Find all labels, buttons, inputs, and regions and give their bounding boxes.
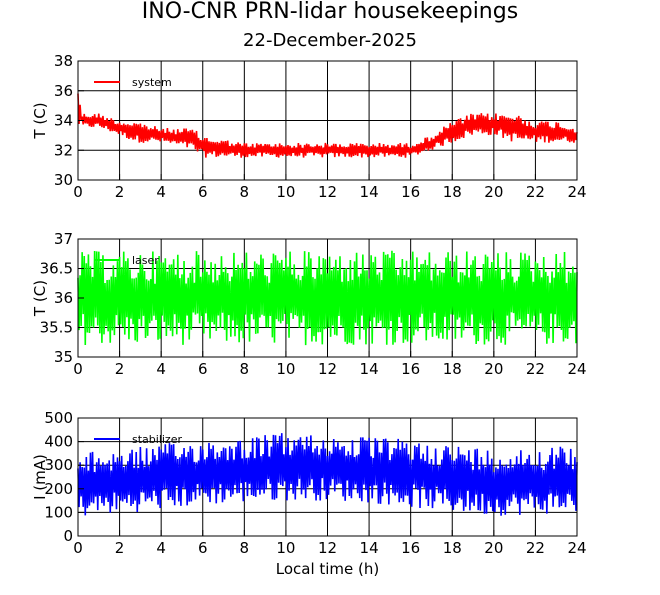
tick-label-x: 16: [401, 539, 420, 557]
tick-label-x: 4: [156, 360, 166, 378]
tick-label-x: 10: [276, 360, 295, 378]
tick-label-x: 4: [156, 539, 166, 557]
tick-label-x: 14: [360, 539, 379, 557]
tick-label-x: 8: [240, 183, 250, 201]
tick-label-y: 0: [63, 527, 73, 545]
tick-label-x: 0: [73, 539, 83, 557]
chart-title: INO-CNR PRN-lidar housekeepings: [141, 0, 519, 24]
tick-label-x: 4: [156, 183, 166, 201]
tick-label-y: 500: [44, 409, 73, 427]
legend-label: system: [132, 76, 172, 89]
tick-label-y: 200: [44, 480, 73, 498]
tick-label-x: 16: [401, 360, 420, 378]
tick-label-x: 16: [401, 183, 420, 201]
tick-label-x: 24: [567, 360, 586, 378]
tick-label-y: 36.5: [40, 260, 73, 278]
tick-label-x: 0: [73, 360, 83, 378]
tick-label-y: 400: [44, 433, 73, 451]
tick-label-x: 18: [443, 360, 462, 378]
tick-label-x: 20: [484, 539, 503, 557]
series-line-stabilizer: [77, 433, 578, 516]
tick-label-x: 14: [360, 360, 379, 378]
tick-label-y: 35: [54, 348, 73, 366]
tick-label-x: 2: [115, 183, 125, 201]
tick-label-y: 32: [54, 141, 73, 159]
tick-label-x: 8: [240, 539, 250, 557]
series-line-system: [77, 93, 578, 158]
tick-label-x: 2: [115, 539, 125, 557]
tick-label-x: 12: [318, 360, 337, 378]
tick-label-x: 12: [318, 539, 337, 557]
tick-label-x: 10: [276, 539, 295, 557]
tick-label-x: 22: [526, 539, 545, 557]
tick-label-y: 38: [54, 52, 73, 70]
tick-label-x: 8: [240, 360, 250, 378]
y-axis-label: I (mA): [31, 454, 49, 500]
tick-label-x: 20: [484, 183, 503, 201]
tick-label-y: 36: [54, 82, 73, 100]
tick-label-x: 6: [198, 183, 208, 201]
tick-label-x: 14: [360, 183, 379, 201]
tick-label-y: 100: [44, 503, 73, 521]
y-axis-label: T (C): [31, 280, 49, 317]
tick-label-x: 18: [443, 183, 462, 201]
y-axis-label: T (C): [31, 102, 49, 139]
chart-date: 22-December-2025: [243, 30, 417, 51]
legend-label: stabilizer: [132, 433, 182, 446]
tick-label-x: 6: [198, 360, 208, 378]
tick-label-x: 12: [318, 183, 337, 201]
series-line-laser: [77, 250, 578, 346]
tick-label-y: 34: [54, 112, 73, 130]
tick-label-x: 22: [526, 183, 545, 201]
tick-label-x: 22: [526, 360, 545, 378]
tick-label-y: 36: [54, 289, 73, 307]
legend-label: laser: [132, 254, 159, 267]
tick-label-x: 24: [567, 539, 586, 557]
tick-label-y: 300: [44, 456, 73, 474]
tick-label-y: 30: [54, 171, 73, 189]
tick-label-x: 0: [73, 183, 83, 201]
tick-label-x: 24: [567, 183, 586, 201]
x-axis-label: Local time (h): [276, 560, 380, 578]
tick-label-y: 35.5: [40, 319, 73, 337]
tick-label-x: 10: [276, 183, 295, 201]
tick-label-x: 2: [115, 360, 125, 378]
tick-label-x: 6: [198, 539, 208, 557]
tick-label-x: 20: [484, 360, 503, 378]
tick-label-x: 18: [443, 539, 462, 557]
tick-label-y: 37: [54, 230, 73, 248]
